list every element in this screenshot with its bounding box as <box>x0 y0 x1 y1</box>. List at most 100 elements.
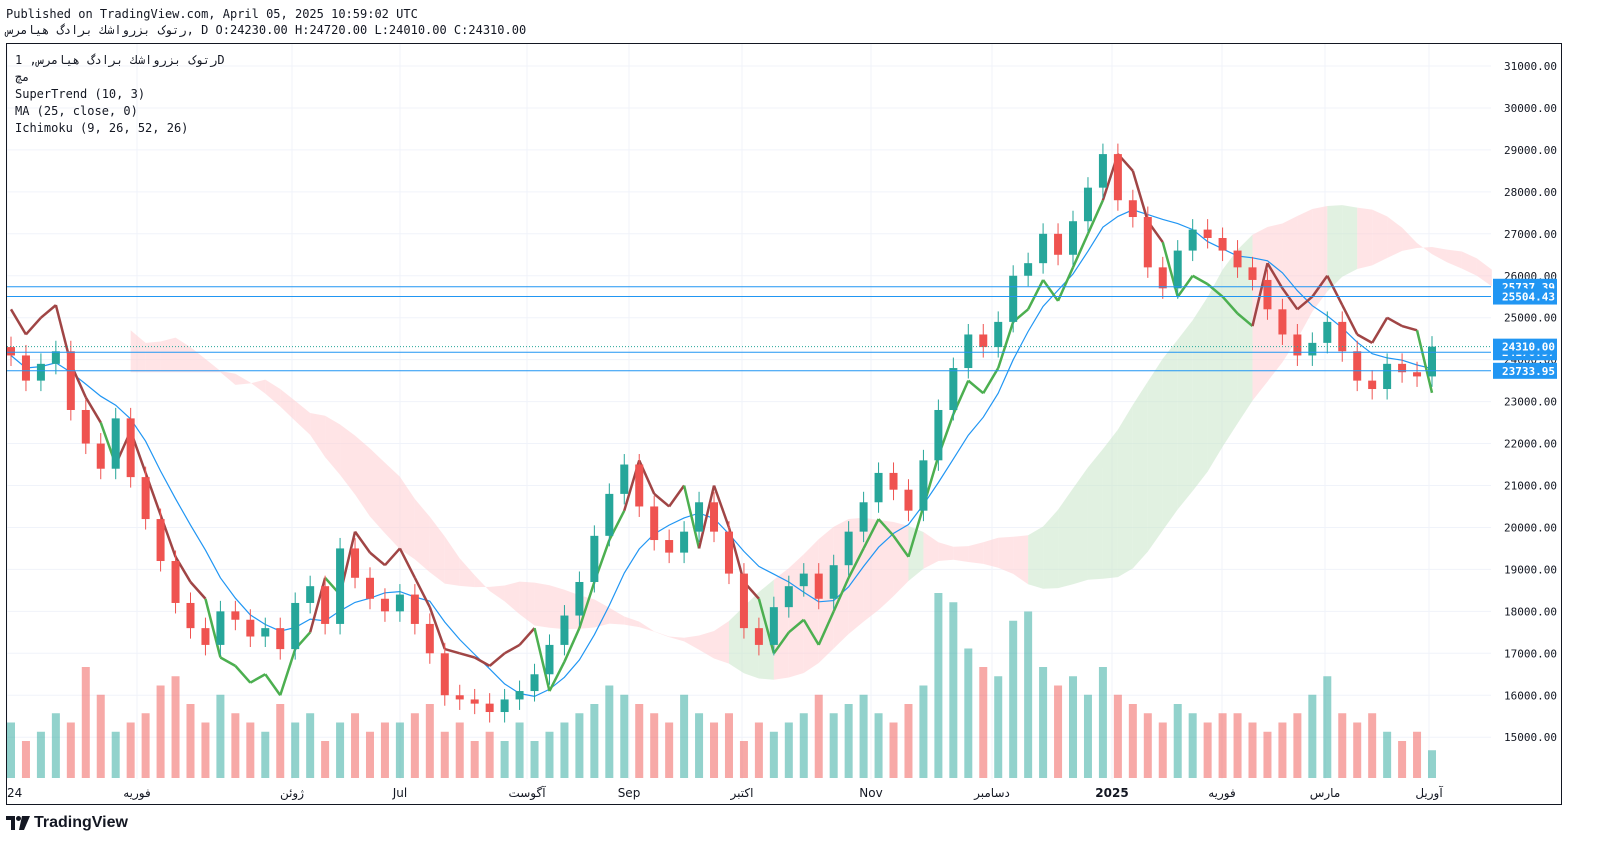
supertrend-line-segment <box>279 648 297 696</box>
tradingview-logo[interactable]: TradingView <box>6 814 128 832</box>
legend-ichimoku[interactable]: Ichimoku (9, 26, 52, 26) <box>15 121 189 135</box>
volume-bar <box>336 722 345 778</box>
candle-body <box>964 334 973 369</box>
candle-body <box>979 334 988 348</box>
ichimoku-cloud-segment <box>1058 488 1074 589</box>
supertrend-line-segment <box>474 656 491 667</box>
ichimoku-cloud-segment <box>594 599 610 628</box>
legend-supertrend[interactable]: SuperTrend (10, 3) <box>15 87 146 101</box>
candle-body <box>470 699 479 704</box>
chart-frame[interactable]: 31000.00 30000.00 29000.00 28000.00 27000.00… <box>6 43 1562 805</box>
candle-body <box>739 573 748 629</box>
candle-body <box>1188 229 1197 251</box>
volume-bar <box>949 602 958 778</box>
candle-body <box>919 460 928 511</box>
ichimoku-cloud-segment <box>265 379 281 407</box>
volume-bar <box>380 722 389 778</box>
supertrend-line-segment <box>398 547 416 579</box>
legend-symbol[interactable]: رتوک بزرواشك برادگ هیامرس, 1D <box>15 53 225 67</box>
candle-body <box>1113 154 1122 201</box>
ichimoku-cloud-segment <box>1327 205 1343 292</box>
supertrend-line-segment <box>772 631 790 655</box>
supertrend-line-segment <box>9 308 28 336</box>
candle-body <box>1233 250 1242 268</box>
candle-body <box>934 409 943 461</box>
ichimoku-cloud-segment <box>788 554 804 678</box>
volume-bar <box>306 713 315 778</box>
candle-body <box>1368 380 1377 390</box>
legend-ma[interactable]: MA (25, close, 0) <box>15 104 138 118</box>
candle-body <box>904 489 913 511</box>
supertrend-line-segment <box>967 379 985 395</box>
volume-bar <box>51 713 60 778</box>
volume-bar <box>365 731 374 778</box>
volume-bar <box>889 722 898 778</box>
ichimoku-cloud-segment <box>1147 358 1163 552</box>
supertrend-line-segment <box>862 518 880 549</box>
brand-name: TradingView <box>34 814 128 831</box>
volume-bar <box>874 713 883 778</box>
supertrend-line-segment <box>817 610 835 646</box>
volume-bar <box>859 694 868 778</box>
x-axis-tick-label: Jul <box>392 786 407 800</box>
volume-bar <box>141 713 150 778</box>
volume-bar <box>1203 722 1212 778</box>
supertrend-line-segment <box>712 485 731 528</box>
ichimoku-cloud-segment <box>908 525 924 582</box>
candle-body <box>724 531 733 574</box>
volume-bar <box>560 722 569 778</box>
volume-bar <box>1278 722 1287 778</box>
x-axis-tick-label: Nov <box>859 786 882 800</box>
y-axis-tick-label: 17000.00 <box>1504 647 1557 660</box>
ichimoku-cloud-segment <box>1102 429 1118 579</box>
volume-bar <box>545 731 554 778</box>
volume-bar <box>470 741 479 778</box>
candle-body <box>1383 363 1392 390</box>
volume-bar <box>919 685 928 778</box>
volume-bar <box>1024 611 1033 778</box>
ichimoku-cloud-segment <box>1372 209 1388 266</box>
candle-body <box>1353 351 1362 381</box>
volume-bar <box>1233 713 1242 778</box>
x-axis-tick-label: ژوئن <box>280 786 304 801</box>
ichimoku-cloud-segment <box>699 631 715 659</box>
ichimoku-cloud-segment <box>459 558 475 588</box>
level-price-label: 25504.43 <box>1502 291 1555 304</box>
x-axis-tick-label: دسامبر <box>973 786 1010 801</box>
legend-sub: مچ <box>15 70 30 84</box>
supertrend-line-segment <box>907 506 925 558</box>
candle-body <box>276 628 285 650</box>
volume-bar <box>201 722 210 778</box>
supertrend-line-segment <box>1027 279 1045 310</box>
supertrend-line-segment <box>982 367 1000 394</box>
x-axis-tick-label: 2025 <box>1095 786 1128 800</box>
y-axis-tick-label: 31000.00 <box>1504 60 1557 73</box>
published-info: Published on TradingView.com, April 05, … <box>6 7 418 21</box>
candle-body <box>365 577 374 599</box>
supertrend-line-segment <box>369 551 386 567</box>
ichimoku-cloud-segment <box>1446 249 1462 269</box>
supertrend-line-segment <box>264 673 282 696</box>
volume-bar <box>1338 713 1347 778</box>
ichimoku-cloud-segment <box>669 636 685 642</box>
volume-bar <box>829 713 838 778</box>
ichimoku-cloud-segment <box>1222 249 1238 447</box>
volume-bar <box>1308 694 1317 778</box>
supertrend-line-segment <box>1415 329 1434 394</box>
ichimoku-cloud-segment <box>489 585 505 602</box>
ichimoku-cloud-segment <box>1312 206 1328 312</box>
candle-body <box>560 615 569 645</box>
ichimoku-cloud-segment <box>1357 207 1373 269</box>
candle-body <box>500 699 509 713</box>
candle-body <box>814 573 823 599</box>
candle-body <box>485 703 494 713</box>
candle-body <box>1158 267 1167 289</box>
supertrend-line-segment <box>697 485 716 549</box>
price-chart: 31000.00 30000.00 29000.00 28000.00 27000.00… <box>7 44 1557 801</box>
volume-bar <box>1158 722 1167 778</box>
candle-body <box>1098 154 1107 188</box>
ichimoku-cloud-segment <box>175 337 191 373</box>
supertrend-line-segment <box>1356 333 1373 344</box>
x-axis-tick-label: اکتبر <box>730 786 754 801</box>
supertrend-line-segment <box>1206 283 1224 298</box>
